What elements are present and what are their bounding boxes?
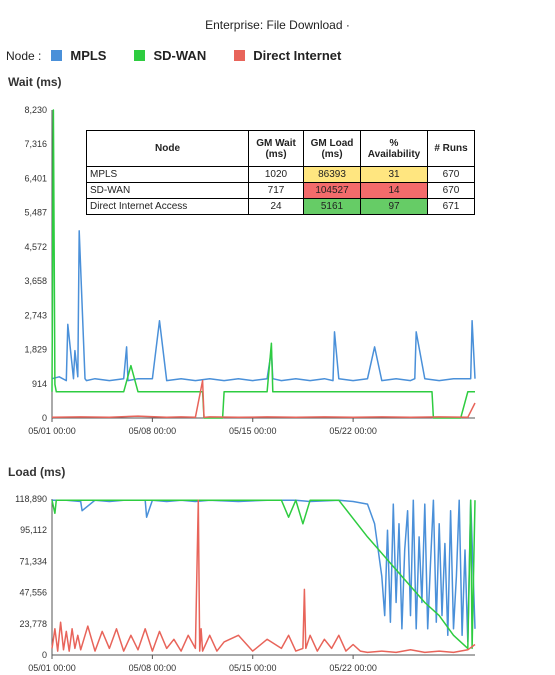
legend-item-sdwan[interactable]: SD-WAN (134, 48, 206, 63)
x-tick-label: 05/15 00:00 (229, 426, 277, 436)
y-tick-label: 5,487 (24, 208, 47, 218)
load-chart-ylabel: Load (ms) (8, 465, 66, 479)
series-line-direct-internet (51, 379, 476, 419)
y-tick-label: 3,658 (24, 276, 47, 286)
stats-table: Node GM Wait (ms) GM Load (ms) % Availab… (86, 130, 475, 215)
cell-node: Direct Internet Access (86, 198, 249, 215)
table-row: MPLS 1020 86393 31 670 (86, 166, 475, 183)
y-tick-label: 118,890 (15, 494, 47, 504)
y-tick-label: 4,572 (24, 242, 47, 252)
cell-node: SD-WAN (86, 182, 249, 199)
cell-avail: 14 (360, 182, 428, 199)
col-node: Node (86, 130, 249, 167)
cell-wait: 24 (248, 198, 304, 215)
y-tick-label: 8,230 (24, 105, 47, 115)
x-tick-label: 05/01 00:00 (28, 663, 76, 673)
legend-item-direct[interactable]: Direct Internet (234, 48, 341, 63)
y-tick-label: 47,556 (19, 588, 47, 598)
y-tick-label: 1,829 (24, 345, 47, 355)
y-tick-label: 95,112 (20, 525, 47, 535)
cell-wait: 1020 (248, 166, 304, 183)
legend-swatch-direct (234, 50, 246, 61)
y-tick-label: 7,316 (24, 139, 47, 149)
x-tick-label: 05/22 00:00 (329, 426, 377, 436)
y-tick-label: 71,334 (19, 556, 47, 566)
y-tick-label: 2,743 (24, 310, 47, 320)
y-tick-label: 0 (42, 413, 47, 423)
series-line-mpls (52, 499, 476, 643)
x-tick-label: 05/15 00:00 (229, 663, 277, 673)
legend-name-mpls: MPLS (70, 48, 107, 63)
series-line-sd-wan (51, 499, 476, 650)
series-line-direct-internet (51, 499, 476, 654)
stats-header-row: Node GM Wait (ms) GM Load (ms) % Availab… (86, 130, 475, 167)
legend-name-direct: Direct Internet (253, 48, 342, 63)
load-chart: 118,890 95,112 71,334 47,556 23,778 0 05/01 00… (15, 494, 476, 673)
cell-load: 86393 (303, 166, 361, 183)
wait-chart: 8,230 7,316 6,401 5,487 4,572 3,658 2,743 1,829… (24, 105, 476, 436)
legend-name-sdwan: SD-WAN (153, 48, 207, 63)
y-tick-label: 6,401 (24, 173, 47, 183)
cell-runs: 670 (427, 166, 475, 183)
y-tick-label: 23,778 (19, 619, 47, 629)
col-gm-load: GM Load (ms) (303, 130, 361, 167)
col-gm-wait: GM Wait (ms) (248, 130, 304, 167)
page-title: Enterprise: File Download · (205, 18, 350, 32)
x-tick-label: 05/01 00:00 (28, 426, 76, 436)
cell-load: 5161 (303, 198, 361, 215)
cell-runs: 671 (427, 198, 475, 215)
x-tick-label: 05/22 00:00 (329, 663, 377, 673)
legend-item-mpls[interactable]: MPLS (51, 48, 106, 63)
table-row: SD-WAN 717 104527 14 670 (86, 182, 475, 199)
series-line-sd-wan (51, 109, 475, 419)
col-availability: % Availability (360, 130, 428, 167)
cell-node: MPLS (86, 166, 249, 183)
cell-avail: 31 (360, 166, 428, 183)
wait-chart-ylabel: Wait (ms) (8, 75, 62, 89)
cell-load: 104527 (303, 182, 361, 199)
cell-wait: 717 (248, 182, 304, 199)
legend-swatch-sdwan (134, 50, 146, 61)
x-tick-label: 05/08 00:00 (129, 426, 177, 436)
legend-label: Node : (6, 48, 42, 63)
series-line-mpls (51, 230, 476, 382)
x-tick-label: 05/08 00:00 (129, 663, 177, 673)
col-runs: # Runs (427, 130, 475, 167)
y-tick-label: 0 (42, 650, 47, 660)
y-tick-label: 914 (32, 379, 47, 389)
legend-swatch-mpls (51, 50, 63, 61)
cell-avail: 97 (360, 198, 428, 215)
legend: Node : MPLS SD-WAN Direct Internet (6, 48, 369, 63)
table-row: Direct Internet Access 24 5161 97 671 (86, 198, 475, 215)
cell-runs: 670 (427, 182, 475, 199)
